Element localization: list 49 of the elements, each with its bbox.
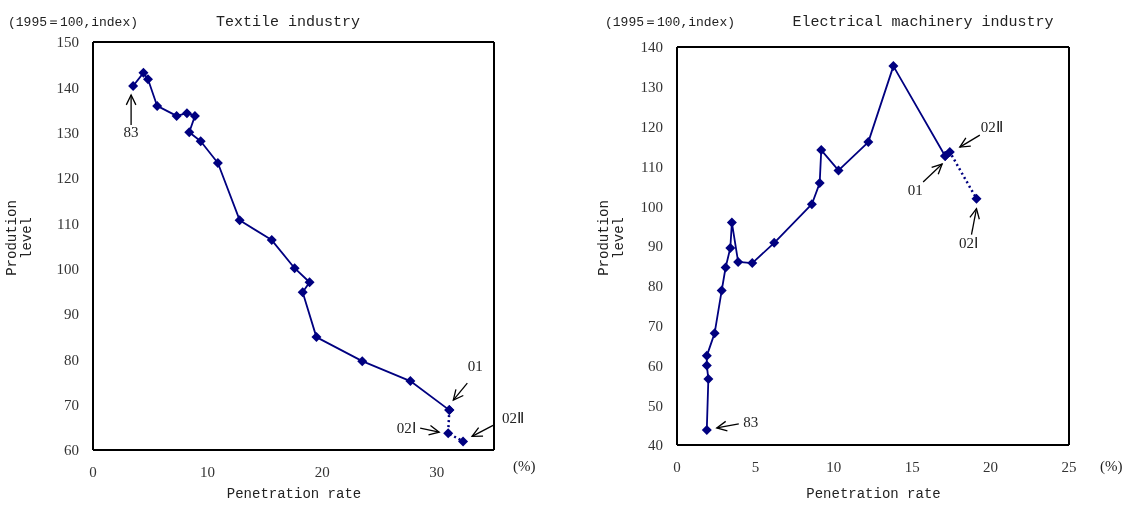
y-tick-label: 100 (640, 198, 663, 215)
x-tick-label: 0 (89, 463, 97, 480)
y-tick-label: 140 (640, 39, 663, 56)
x-tick-label: 15 (904, 458, 920, 475)
annotation: 02Ⅱ (502, 409, 525, 426)
y-axis-title: Prodution level (596, 199, 627, 278)
x-tick-label: 10 (200, 463, 216, 480)
text: (1995＝100,index) (8, 14, 139, 31)
x-axis-title: Penetration rate (806, 486, 941, 502)
x-tick-label: 25 (1061, 458, 1077, 475)
y-tick-label: 60 (64, 442, 79, 459)
chart-title: Textile industry (215, 14, 361, 31)
text: (%) (1100, 458, 1123, 475)
chart-title: Electrical machinery industry (792, 14, 1054, 31)
y-tick-label: 70 (64, 396, 79, 413)
y-tick-label: 130 (56, 124, 79, 141)
x-tick-label: 0 (673, 458, 681, 475)
x-tick-label: 20 (314, 463, 330, 480)
x-tick-label: 20 (983, 458, 999, 475)
y-tick-label: 60 (648, 357, 663, 374)
y-tick-label: 50 (648, 397, 663, 414)
y-tick-label: 140 (56, 79, 79, 96)
text: (1995＝100,index) (605, 14, 736, 31)
annotation: 02Ⅱ (980, 118, 1003, 135)
x-axis-title: Penetration rate (226, 486, 362, 502)
annotation: 83 (123, 124, 139, 141)
y-axis-title: Prodution level (4, 199, 35, 278)
y-tick-label: 150 (56, 34, 79, 51)
y-tick-label: 130 (640, 79, 663, 96)
text: (%) (513, 458, 536, 475)
annotation: 02Ⅰ (958, 235, 978, 252)
y-tick-label: 110 (57, 215, 79, 232)
y-tick-label: 120 (640, 118, 663, 135)
y-tick-label: 110 (641, 158, 663, 175)
y-tick-label: 40 (648, 437, 663, 454)
y-tick-label: 90 (648, 238, 663, 255)
y-tick-label: 70 (648, 317, 663, 334)
annotation: 83 (743, 414, 759, 431)
y-tick-label: 90 (64, 306, 79, 323)
x-tick-label: 10 (826, 458, 842, 475)
y-tick-label: 80 (64, 351, 79, 368)
y-tick-label: 120 (56, 170, 79, 187)
y-tick-label: 100 (56, 260, 79, 277)
annotation: 02Ⅰ (396, 419, 416, 436)
y-tick-label: 80 (648, 278, 663, 295)
x-tick-label: 5 (751, 458, 760, 475)
annotation: 01 (467, 357, 483, 374)
x-tick-label: 30 (429, 463, 445, 480)
annotation: 01 (907, 182, 923, 199)
